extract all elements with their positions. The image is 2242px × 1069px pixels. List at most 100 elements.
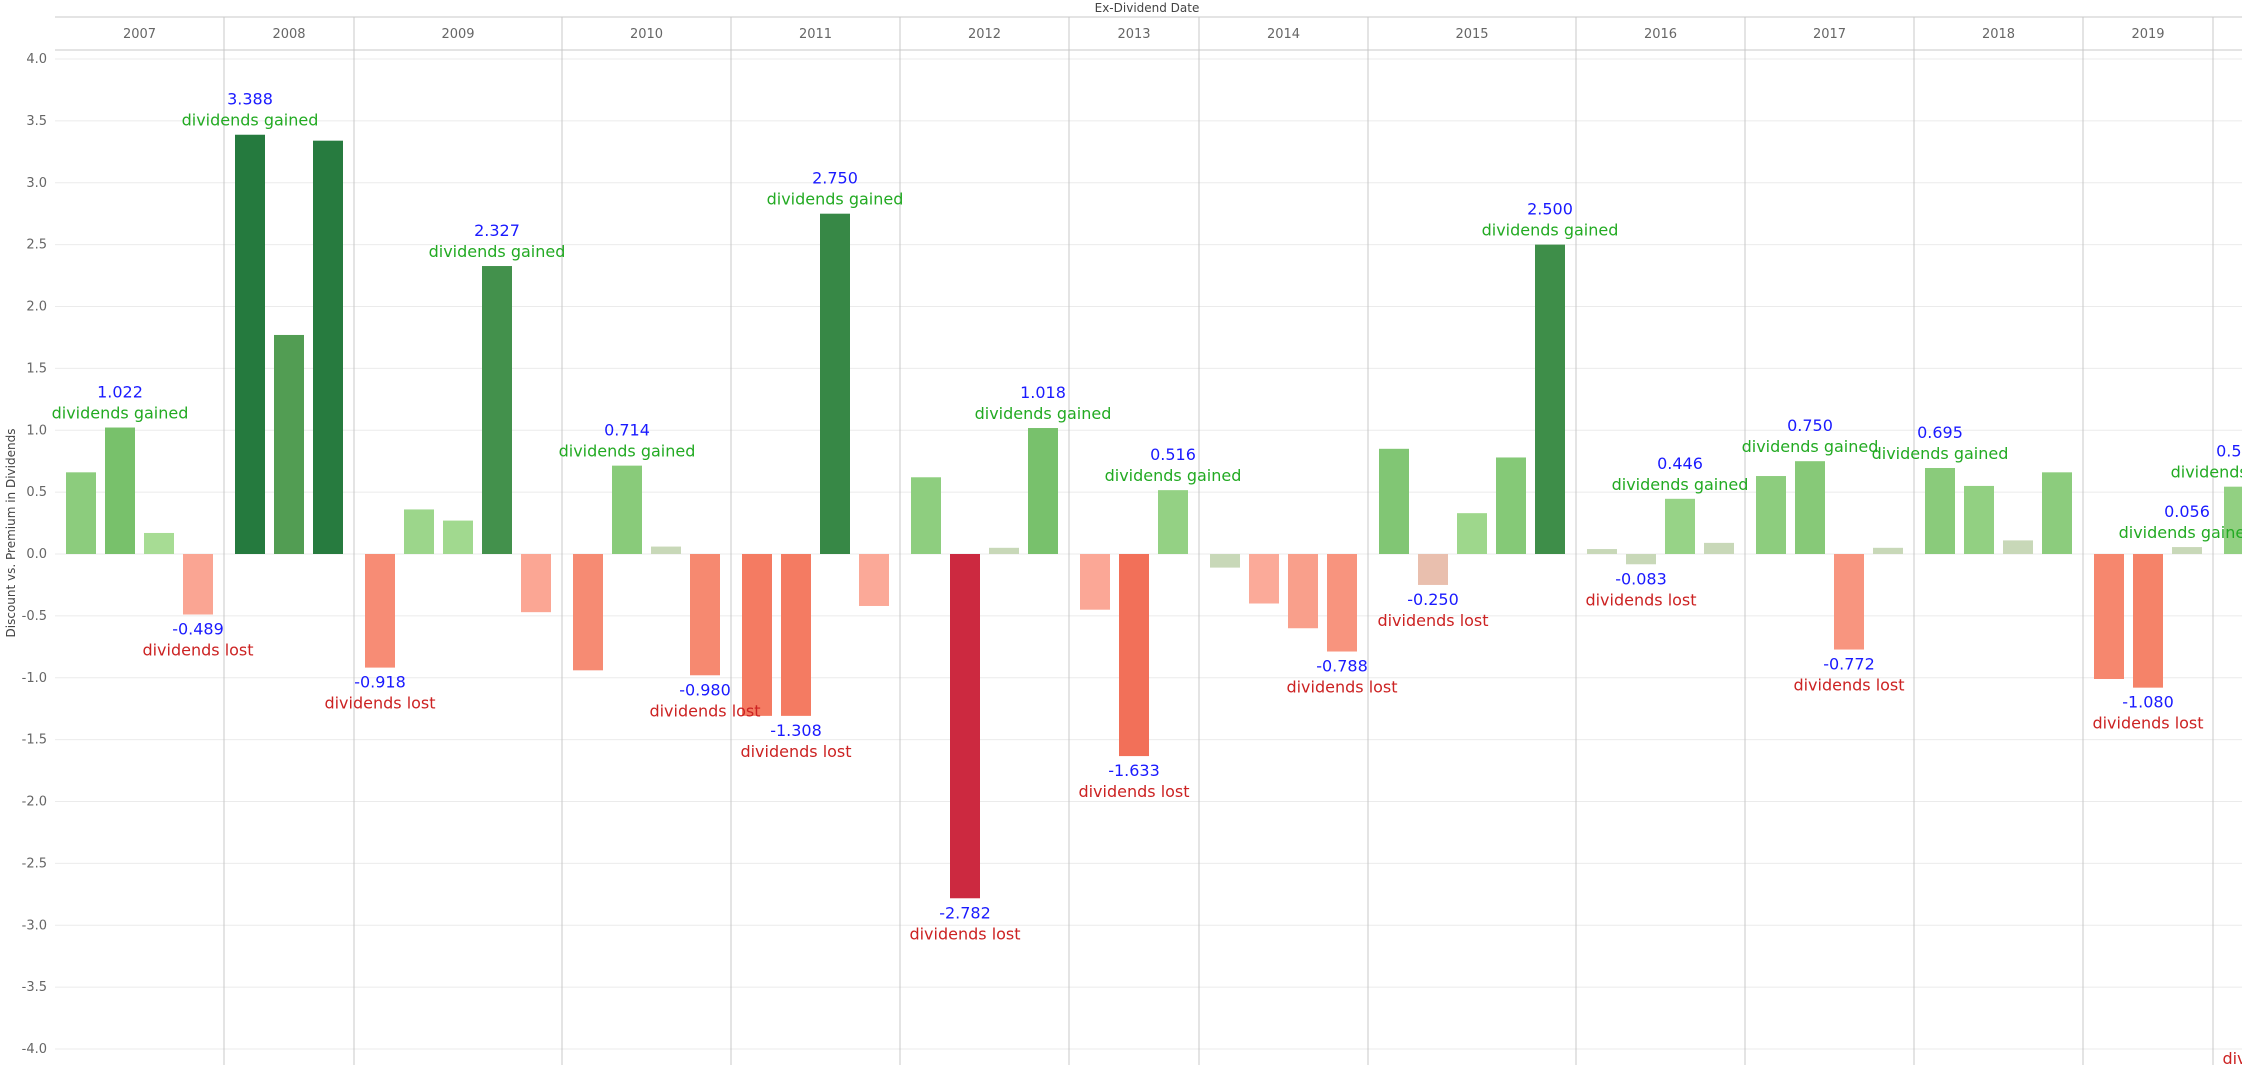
y-tick-label: 1.5 <box>26 361 47 376</box>
bar-2010-2 <box>612 465 642 554</box>
y-tick-label: 3.5 <box>26 114 47 129</box>
y-tick-label: 3.0 <box>26 176 47 191</box>
y-tick-label: -2.0 <box>22 795 47 810</box>
year-label-2010: 2010 <box>630 27 663 42</box>
bars-layer <box>66 134 2242 899</box>
gained-label: dividends gained <box>52 404 189 423</box>
bar-2019-3 <box>2172 547 2202 554</box>
bar-2008-2 <box>274 334 304 554</box>
value-label: 2.750 <box>812 169 858 188</box>
lost-label: dividends lost <box>2222 1049 2242 1065</box>
year-label-2012: 2012 <box>968 27 1001 42</box>
bar-2017-3 <box>1834 554 1864 650</box>
value-label: 0.516 <box>1150 445 1196 464</box>
year-label-2007: 2007 <box>123 27 156 42</box>
value-label: 0.544 <box>2216 442 2242 461</box>
lost-label: dividends lost <box>1377 611 1488 630</box>
value-label: 1.018 <box>1020 383 1066 402</box>
bar-2009-5 <box>521 554 551 613</box>
bar-2008-1 <box>235 134 265 555</box>
bar-2010-4 <box>690 554 720 676</box>
bar-2017-4 <box>1873 547 1903 554</box>
gained-label: dividends gained <box>2171 463 2242 482</box>
gained-label: dividends gained <box>1612 475 1749 494</box>
year-label-2019: 2019 <box>2131 27 2164 42</box>
bar-2015-3 <box>1457 513 1487 554</box>
y-tick-label: 0.0 <box>26 547 47 562</box>
labels-layer: 1.022 dividends gained -0.489 dividends los… <box>52 90 2242 1068</box>
bar-2013-3 <box>1158 490 1188 554</box>
value-label: 2.500 <box>1527 200 1573 219</box>
value-label: 1.022 <box>97 383 143 402</box>
value-label: 3.388 <box>227 90 273 109</box>
gained-label: dividends gained <box>182 111 319 130</box>
lost-label: dividends lost <box>1793 676 1904 695</box>
bar-2015-5 <box>1535 244 1565 554</box>
y-tick-label: 2.0 <box>26 300 47 315</box>
bar-2009-2 <box>404 509 434 554</box>
bar-2014-3 <box>1288 554 1318 629</box>
lost-label: dividends lost <box>142 641 253 660</box>
lost-label: dividends lost <box>909 924 1020 943</box>
bar-2020-1 <box>2224 486 2242 554</box>
lost-label: dividends lost <box>1286 678 1397 697</box>
value-label: -0.250 <box>1407 590 1459 609</box>
bar-2017-2 <box>1795 461 1825 554</box>
gained-label: dividends gained <box>767 190 904 209</box>
bar-2015-2 <box>1418 554 1448 585</box>
bar-2007-1 <box>66 472 96 554</box>
gained-label: dividends gained <box>975 404 1112 423</box>
bar-2010-3 <box>651 546 681 554</box>
y-tick-label: -2.5 <box>22 856 47 871</box>
y-tick-label: -1.5 <box>22 733 47 748</box>
value-label: -1.308 <box>770 721 822 740</box>
value-label: -0.788 <box>1316 657 1368 676</box>
bar-2014-2 <box>1249 554 1279 604</box>
value-label: 0.714 <box>604 421 650 440</box>
bar-2019-1 <box>2094 554 2124 679</box>
value-label: 2.327 <box>474 221 520 240</box>
bar-2011-1 <box>742 554 772 716</box>
value-label: -0.489 <box>172 620 224 639</box>
bar-2019-2 <box>2133 554 2163 688</box>
y-tick-label: -4.0 <box>22 1042 47 1057</box>
lost-label: dividends lost <box>649 701 760 720</box>
lost-label: dividends lost <box>324 694 435 713</box>
bar-2016-4 <box>1704 542 1734 554</box>
gained-label: dividends gained <box>2119 523 2242 542</box>
gained-label: dividends gained <box>1742 437 1879 456</box>
gained-label: dividends gained <box>1872 444 2009 463</box>
year-label-2016: 2016 <box>1644 27 1677 42</box>
top-axis-title: Ex-Dividend Date <box>1095 1 1200 15</box>
bar-2011-4 <box>859 554 889 606</box>
y-axis-title: Discount vs. Premium in Dividends <box>4 429 18 638</box>
y-tick-label: 0.5 <box>26 485 47 500</box>
bar-2010-1 <box>573 554 603 671</box>
bar-2018-3 <box>2003 540 2033 554</box>
bar-2013-2 <box>1119 554 1149 757</box>
bar-2009-3 <box>443 520 473 554</box>
bar-2009-1 <box>365 554 395 668</box>
lost-label: dividends lost <box>740 742 851 761</box>
value-label: 0.056 <box>2164 502 2210 521</box>
y-tick-label: -0.5 <box>22 609 47 624</box>
bar-2007-3 <box>144 532 174 554</box>
bar-2016-3 <box>1665 498 1695 554</box>
bar-2012-4 <box>1028 428 1058 554</box>
value-label: -0.980 <box>679 680 731 699</box>
y-tick-label: 4.0 <box>26 52 47 67</box>
year-label-2009: 2009 <box>441 27 474 42</box>
year-label-2018: 2018 <box>1982 27 2015 42</box>
year-label-2014: 2014 <box>1267 27 1300 42</box>
bar-2015-1 <box>1379 448 1409 554</box>
year-label-2017: 2017 <box>1813 27 1846 42</box>
y-tick-label: 2.5 <box>26 238 47 253</box>
bar-2014-1 <box>1210 554 1240 568</box>
value-label: -1.080 <box>2122 693 2174 712</box>
bar-2012-1 <box>911 477 941 554</box>
year-label-2015: 2015 <box>1455 27 1488 42</box>
value-label: 0.695 <box>1917 423 1963 442</box>
gained-label: dividends gained <box>1105 466 1242 485</box>
lost-label: dividends lost <box>2092 714 2203 733</box>
